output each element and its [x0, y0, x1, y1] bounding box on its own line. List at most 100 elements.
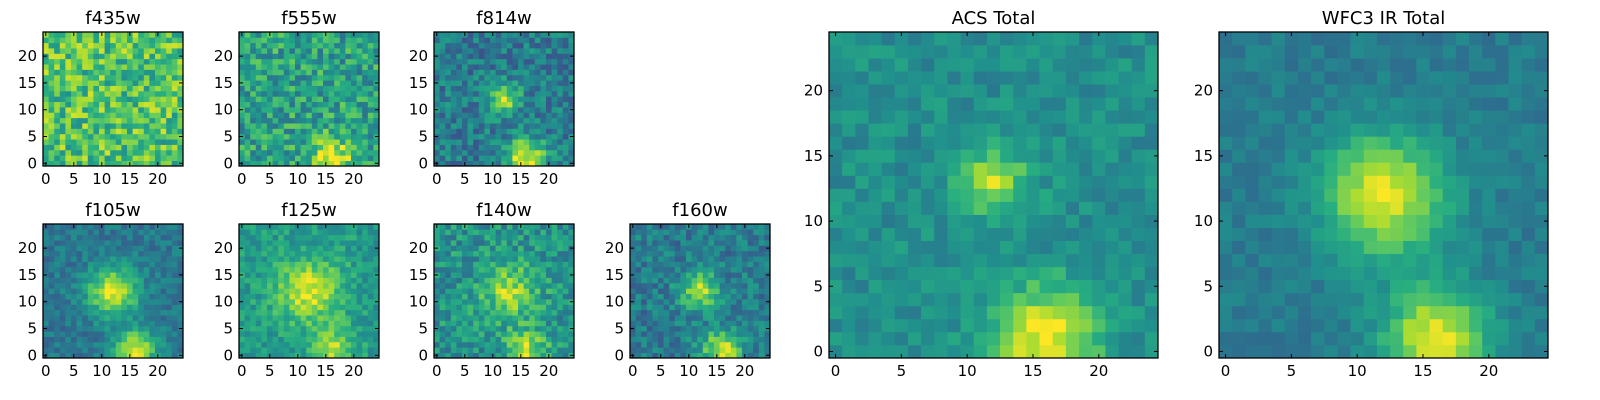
- heatmap-cell: [244, 160, 251, 167]
- heatmap-cell: [43, 266, 49, 273]
- heatmap-cell: [87, 107, 94, 113]
- heatmap-cell: [99, 64, 105, 70]
- heatmap-cell: [540, 123, 547, 129]
- heatmap-cell: [467, 315, 474, 321]
- heatmap-cell: [691, 229, 698, 236]
- y-tick-label: 20: [605, 239, 624, 257]
- heatmap-cell: [367, 229, 374, 236]
- heatmap-cell: [43, 74, 49, 81]
- heatmap-cell: [362, 144, 369, 151]
- heatmap-cell: [686, 234, 692, 241]
- y-tick-label: 20: [18, 47, 37, 65]
- heatmap-cell: [99, 309, 105, 316]
- heatmap-cell: [250, 224, 257, 230]
- heatmap-cell: [669, 234, 676, 241]
- heatmap-cell: [691, 224, 698, 230]
- x-tick-label: 20: [148, 170, 167, 188]
- heatmap-cell: [557, 288, 564, 295]
- heatmap-cell: [450, 149, 457, 156]
- heatmap-cell: [1026, 162, 1040, 176]
- heatmap-cell: [289, 261, 296, 268]
- heatmap-cell: [54, 160, 61, 167]
- heatmap-cell: [267, 293, 273, 300]
- heatmap-cell: [283, 320, 290, 327]
- heatmap-cell: [551, 341, 558, 348]
- heatmap-cell: [758, 315, 765, 321]
- heatmap-cell: [473, 112, 480, 119]
- heatmap-cell: [868, 162, 882, 176]
- heatmap-cell: [65, 128, 72, 135]
- heatmap-cell: [367, 160, 374, 167]
- heatmap-cell: [127, 304, 133, 311]
- heatmap-cell: [272, 320, 279, 327]
- heatmap-cell: [450, 101, 457, 108]
- heatmap-cell: [1013, 305, 1027, 320]
- heatmap-cell: [725, 245, 732, 252]
- heatmap-cell: [104, 64, 111, 70]
- heatmap-cell: [289, 32, 296, 38]
- heatmap-cell: [960, 318, 975, 333]
- heatmap-cell: [439, 331, 446, 337]
- heatmap-cell: [54, 320, 61, 327]
- heatmap-cell: [155, 315, 161, 321]
- heatmap-cell: [239, 315, 245, 321]
- heatmap-cell: [166, 224, 173, 230]
- heatmap-cell: [351, 37, 357, 44]
- heatmap-cell: [652, 299, 659, 305]
- heatmap-cell: [652, 331, 659, 337]
- heatmap-cell: [518, 85, 524, 92]
- heatmap-cell: [289, 96, 296, 103]
- heatmap-cell: [652, 309, 659, 316]
- heatmap-cell: [272, 112, 279, 119]
- heatmap-cell: [960, 175, 975, 189]
- heatmap-cell: [439, 299, 446, 305]
- heatmap-cell: [467, 107, 474, 113]
- heatmap-cell: [719, 266, 726, 273]
- heatmap-cell: [719, 240, 726, 246]
- heatmap-cell: [166, 272, 173, 278]
- heatmap-cell: [518, 341, 524, 348]
- heatmap-cell: [747, 331, 754, 337]
- x-tick-label: 10: [288, 362, 307, 380]
- heatmap-cell: [300, 293, 307, 300]
- heatmap-cell: [1026, 253, 1040, 268]
- heatmap-cell: [267, 282, 273, 289]
- heatmap-cell: [540, 347, 547, 353]
- heatmap-cell: [663, 331, 670, 337]
- heatmap-cell: [456, 144, 463, 151]
- heatmap-cell: [132, 74, 139, 81]
- heatmap-cell: [87, 96, 94, 103]
- heatmap-cell: [138, 74, 145, 81]
- heatmap-cell: [652, 336, 659, 343]
- heatmap-cell: [339, 304, 346, 311]
- heatmap-cell: [65, 234, 72, 241]
- heatmap-cell: [506, 48, 513, 54]
- heatmap-cell: [719, 272, 726, 278]
- heatmap-cell: [289, 266, 296, 273]
- heatmap-cell: [87, 123, 94, 129]
- heatmap-cell: [317, 32, 324, 38]
- heatmap-cell: [323, 42, 329, 49]
- heatmap-cell: [267, 299, 273, 305]
- heatmap-cell: [149, 160, 156, 167]
- heatmap-cell: [99, 256, 105, 262]
- heatmap-cell: [753, 250, 760, 257]
- heatmap-cell: [367, 309, 374, 316]
- heatmap-cell: [568, 256, 575, 262]
- heatmap-cell: [132, 53, 139, 60]
- heatmap-cell: [551, 240, 558, 246]
- heatmap-cell: [121, 331, 128, 337]
- heatmap-cell: [87, 128, 94, 135]
- heatmap-cell: [283, 272, 290, 278]
- heatmap-cell: [149, 341, 156, 348]
- heatmap-cell: [143, 117, 150, 124]
- heatmap-cell: [250, 277, 257, 284]
- heatmap-cell: [345, 304, 352, 311]
- heatmap-cell: [523, 58, 530, 65]
- heatmap-cell: [439, 48, 446, 54]
- heatmap-cell: [356, 144, 363, 151]
- heatmap-cell: [758, 224, 765, 230]
- heatmap-cell: [239, 90, 245, 97]
- heatmap-cell: [467, 139, 474, 145]
- heatmap-cell: [65, 229, 72, 236]
